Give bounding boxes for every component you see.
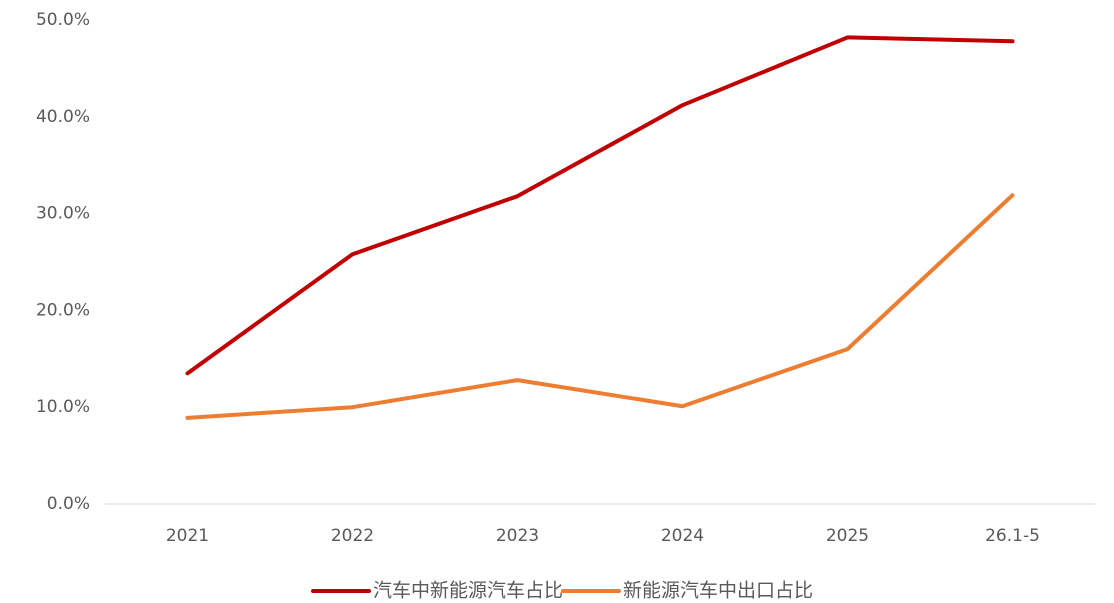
y-tick-label: 10.0% bbox=[36, 397, 90, 417]
x-tick-label: 2023 bbox=[496, 526, 539, 546]
x-tick-label: 2024 bbox=[661, 526, 704, 546]
series-line bbox=[185, 35, 1015, 376]
x-tick-label: 26.1-5 bbox=[985, 526, 1040, 546]
x-tick-label: 2022 bbox=[331, 526, 374, 546]
y-tick-label: 30.0% bbox=[36, 204, 90, 224]
y-tick-label: 0.0% bbox=[47, 494, 90, 514]
x-tick-label: 2025 bbox=[826, 526, 869, 546]
series-line bbox=[185, 193, 1015, 420]
y-tick-label: 20.0% bbox=[36, 300, 90, 320]
x-tick-label: 2021 bbox=[166, 526, 209, 546]
y-tick-label: 40.0% bbox=[36, 107, 90, 127]
y-tick-label: 50.0% bbox=[36, 10, 90, 30]
legend-label: 汽车中新能源汽车占比 bbox=[373, 580, 563, 602]
legend-label: 新能源汽车中出口占比 bbox=[623, 580, 813, 602]
